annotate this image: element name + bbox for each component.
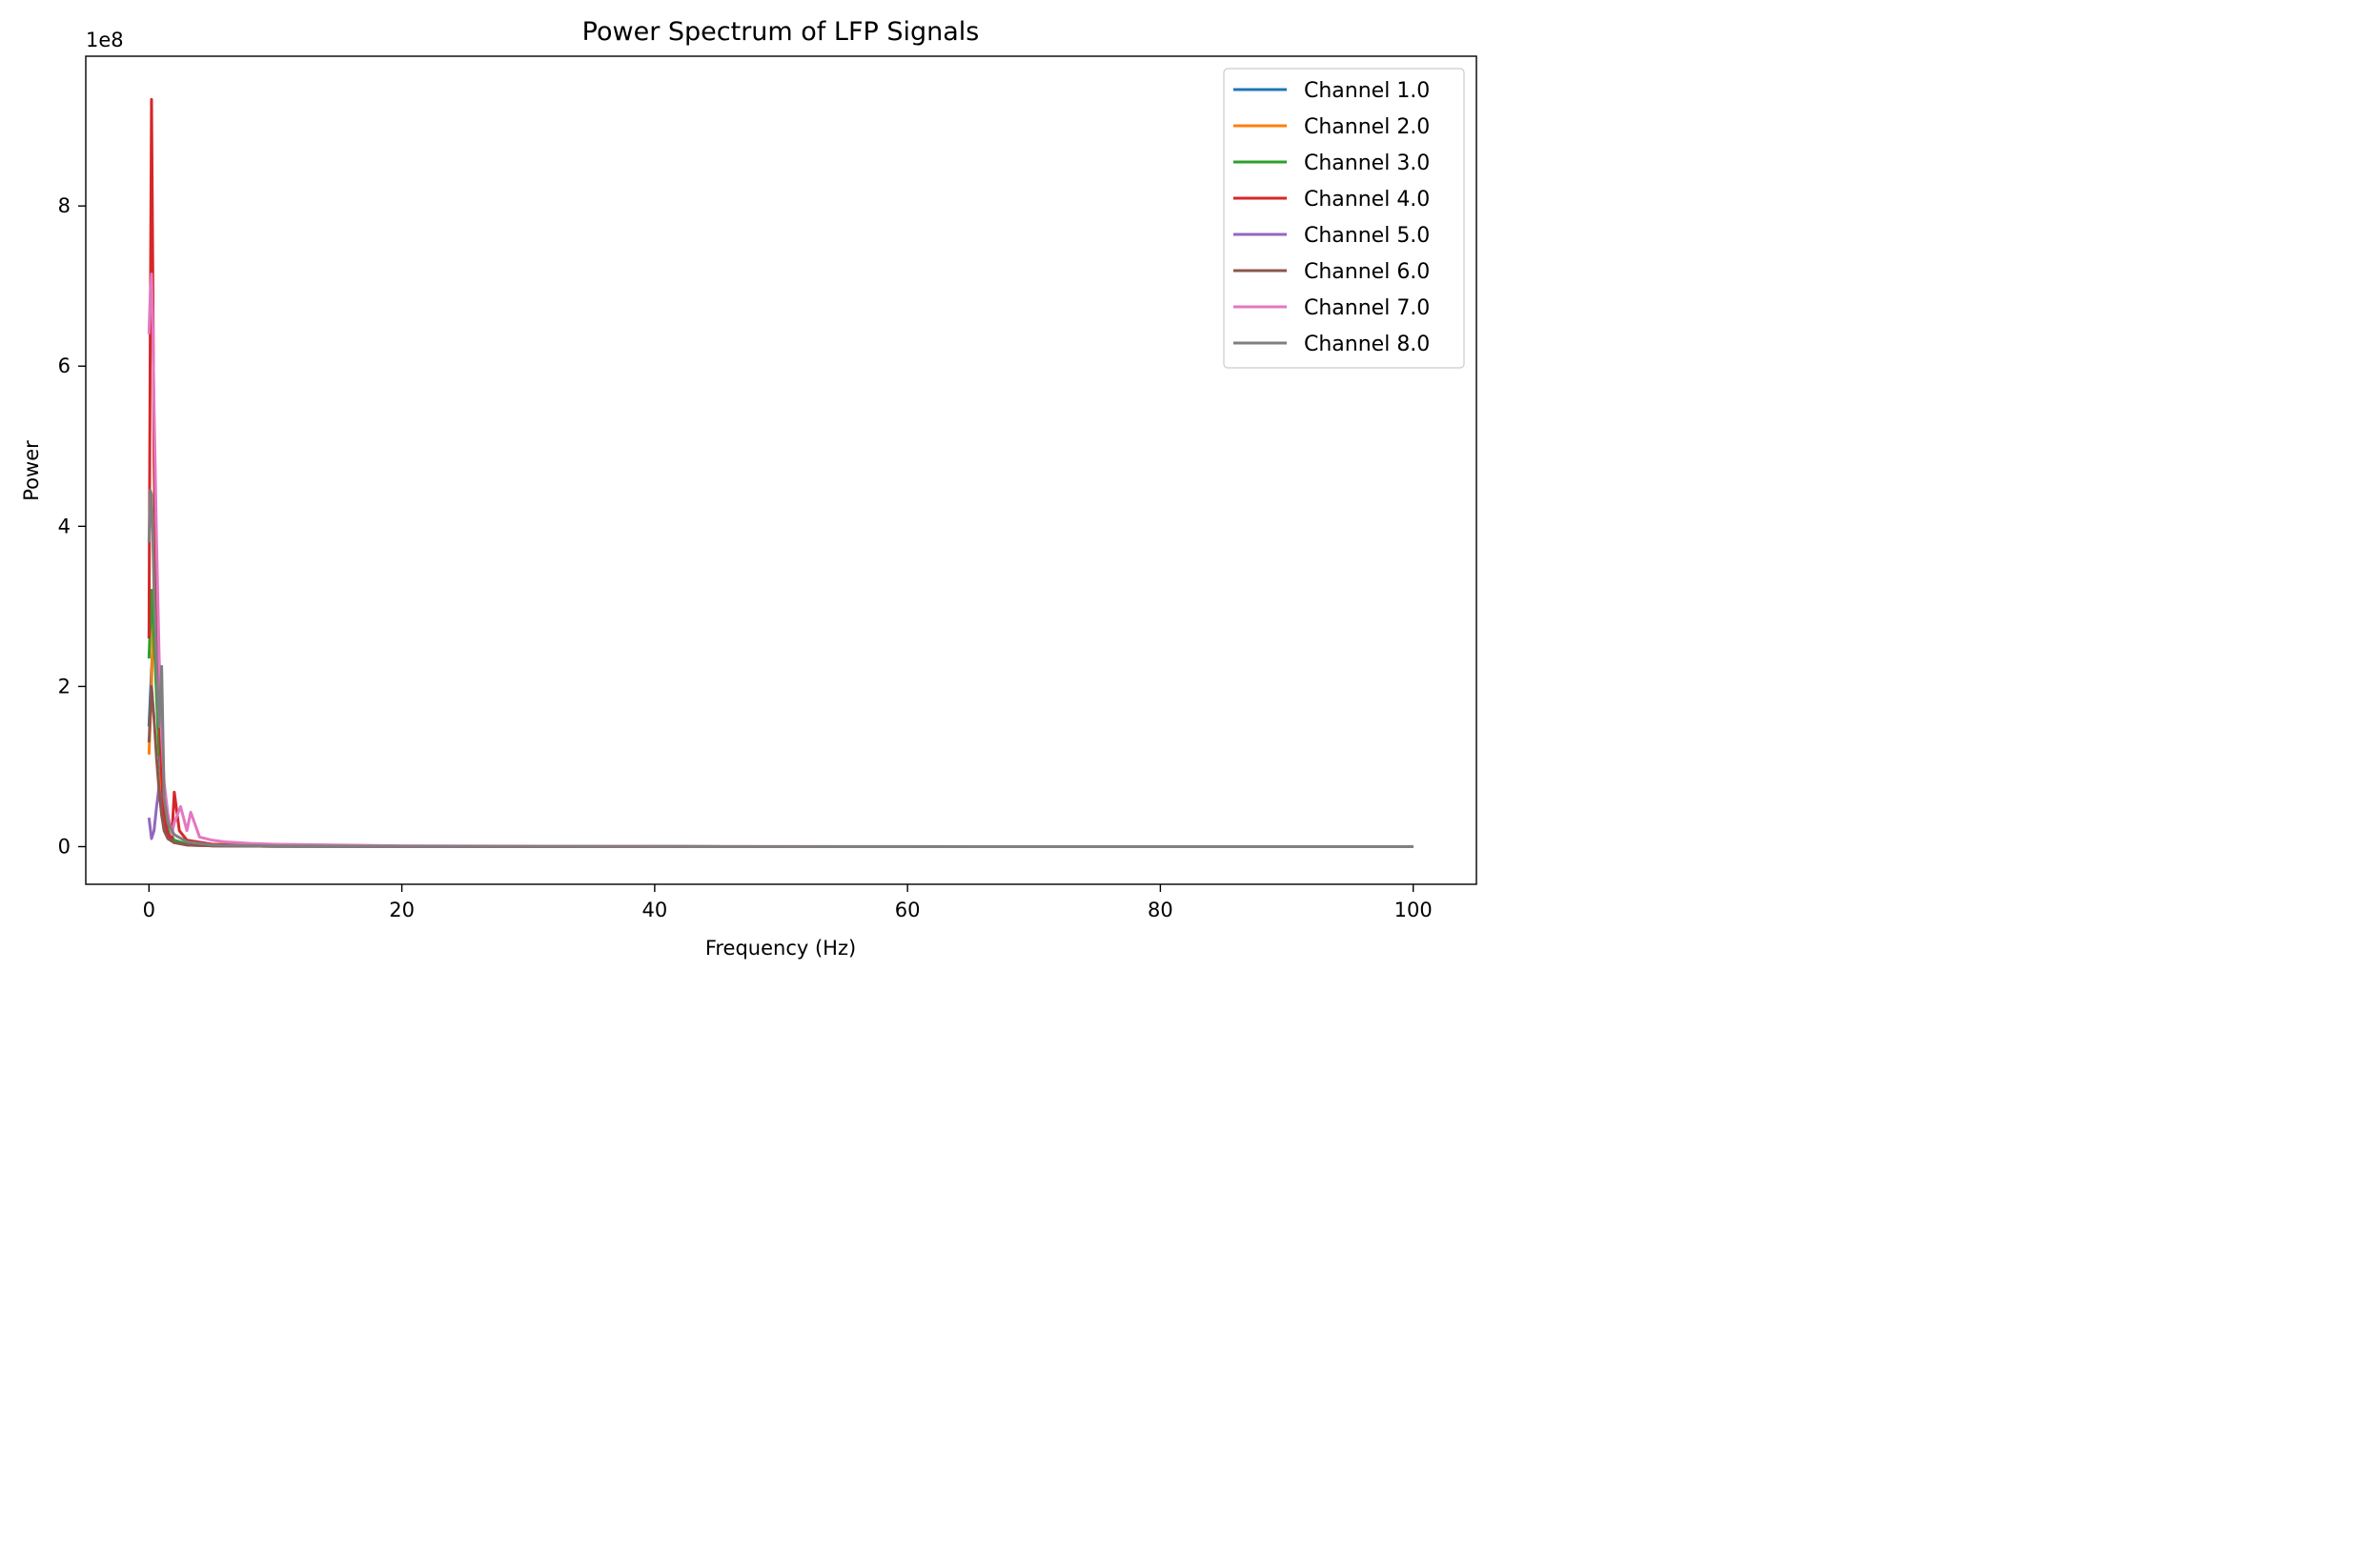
x-tick-label: 0 <box>143 899 155 921</box>
y-tick-label: 4 <box>58 515 71 537</box>
legend-label: Channel 5.0 <box>1304 224 1430 248</box>
y-tick-label: 0 <box>58 836 71 859</box>
legend-label: Channel 2.0 <box>1304 115 1430 139</box>
series-line-channel-8 <box>147 489 1414 848</box>
x-tick-label: 20 <box>389 899 415 921</box>
x-tick-label: 100 <box>1394 899 1433 921</box>
x-axis-label: Frequency (Hz) <box>705 937 856 960</box>
chart-svg: Power Spectrum of LFP Signals 1e8 0 20 40 6… <box>0 0 1490 975</box>
x-tick-label: 80 <box>1148 899 1173 921</box>
y-tick-label: 6 <box>58 354 71 377</box>
plot-area <box>147 97 1414 848</box>
y-axis-label: Power <box>20 440 43 501</box>
legend-label: Channel 3.0 <box>1304 152 1430 175</box>
axis-ticks: 0 20 40 60 80 100 0 2 4 6 8 <box>58 194 1433 921</box>
y-tick-label: 2 <box>58 675 71 698</box>
y-offset-label: 1e8 <box>86 29 124 51</box>
legend-label: Channel 6.0 <box>1304 260 1430 284</box>
axes-frame <box>85 55 1477 885</box>
y-tick-label: 8 <box>58 194 71 217</box>
legend-label: Channel 1.0 <box>1304 79 1430 103</box>
legend-box <box>1223 68 1465 369</box>
legend-label: Channel 4.0 <box>1304 188 1430 212</box>
legend-label: Channel 8.0 <box>1304 333 1430 356</box>
x-tick-label: 40 <box>641 899 667 921</box>
legend-label: Channel 7.0 <box>1304 296 1430 320</box>
legend: Channel 1.0 Channel 2.0 Channel 3.0 Channel… <box>1223 68 1465 369</box>
x-tick-label: 60 <box>895 899 921 921</box>
chart-title: Power Spectrum of LFP Signals <box>582 17 980 47</box>
